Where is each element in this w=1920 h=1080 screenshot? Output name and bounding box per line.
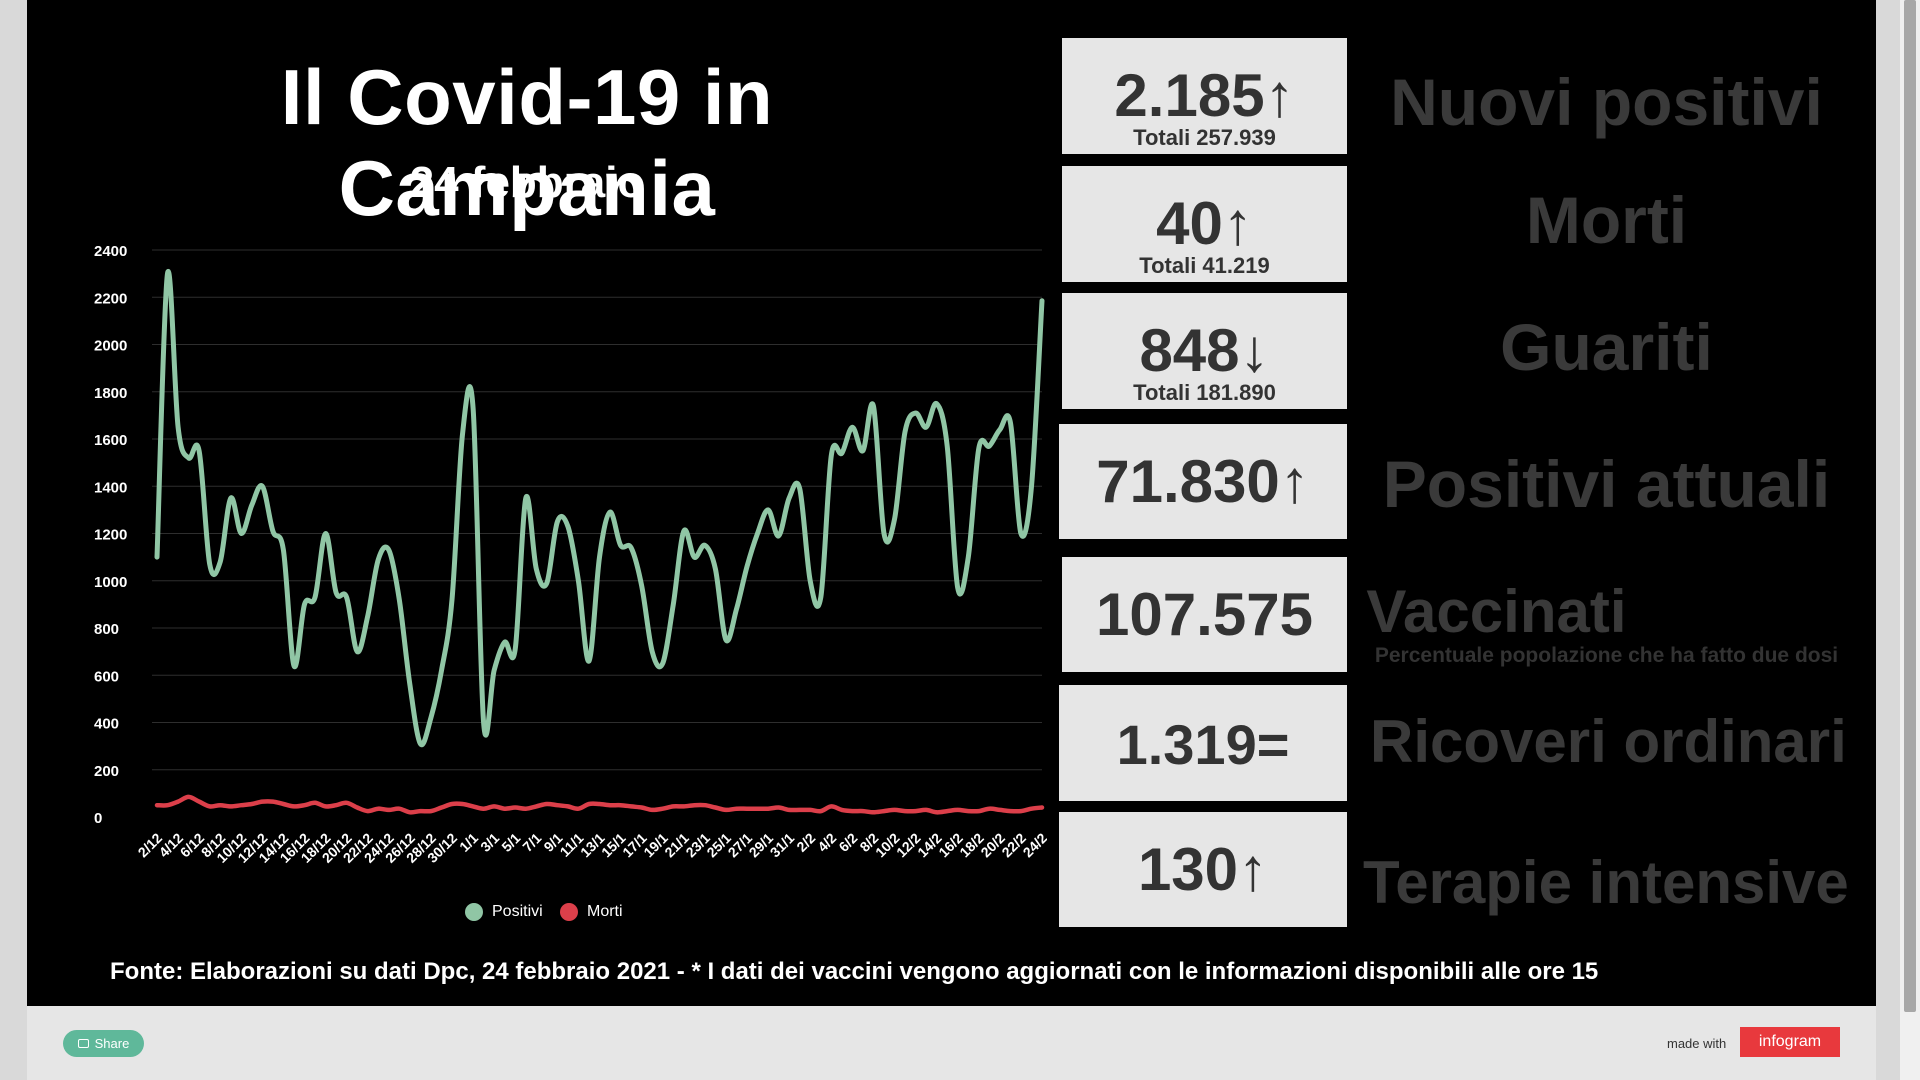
- stat-morti-label: Morti: [1525, 183, 1688, 257]
- y-tick-label: 1400: [94, 479, 127, 496]
- source-note: Fonte: Elaborazioni su dati Dpc, 24 febb…: [110, 958, 1599, 985]
- stat-vaccinati-value: 107.575: [1096, 581, 1313, 648]
- stat-guariti-value: 848↓: [1139, 317, 1270, 384]
- y-tick-label: 1600: [94, 432, 127, 449]
- stat-vaccinati-label: Vaccinati 1,88%* Percentuale popolazione…: [1353, 557, 1860, 672]
- stat-morti-total: Totali 41.219: [1139, 253, 1270, 278]
- line-chart: 0 200 400 600 800 1000 1200 1400 1600 1800 2000 220…: [94, 243, 1047, 866]
- stat-vaccinati-note: Percentuale popolazione che ha fatto due…: [1374, 644, 1839, 667]
- legend-label: Morti: [587, 903, 623, 920]
- series-line-positivi: [154, 268, 1045, 748]
- stat-nuovi-label: Nuovi positivi: [1390, 65, 1823, 139]
- stat-nuovi-total: Totali 257.939: [1133, 125, 1276, 150]
- y-tick-label: 0: [94, 810, 102, 827]
- stat-terapie-label: Terapie intensive: [1363, 849, 1849, 916]
- vertical-scrollbar[interactable]: [1900, 0, 1920, 1080]
- stat-ricoveri-box: 1.319=: [1059, 685, 1347, 801]
- stat-guariti-label: Guariti: [1500, 310, 1713, 384]
- stat-ricoveri-label: Ricoveri ordinari: [1370, 708, 1847, 775]
- y-tick-label: 1800: [94, 385, 127, 402]
- stat-attuali-label: Positivi attuali: [1382, 447, 1831, 521]
- stat-morti-value: 40↑: [1156, 190, 1253, 257]
- stat-guariti-box: 848↓ Totali 181.890: [1062, 293, 1347, 409]
- y-tick-label: 800: [94, 621, 119, 638]
- legend-dot-icon: [560, 903, 578, 921]
- stat-guariti-total: Totali 181.890: [1133, 380, 1276, 405]
- made-with-label: made with: [1667, 1036, 1727, 1051]
- stat-nuovi-box: 2.185↑ Totali 257.939: [1062, 38, 1347, 154]
- stat-terapie-value: 130↑: [1137, 836, 1269, 903]
- stat-vaccinati-box: 107.575: [1062, 557, 1347, 672]
- y-tick-label: 600: [94, 668, 119, 685]
- y-tick-label: 200: [94, 763, 119, 780]
- stat-terapie-box: 130↑: [1059, 812, 1347, 927]
- stat-vaccinati-percent: 1,88%*: [1653, 578, 1847, 645]
- share-icon: [77, 1039, 89, 1048]
- series-line-morti: [154, 794, 1045, 815]
- infogram-logo[interactable]: infogram: [1740, 1027, 1840, 1057]
- stat-ricoveri-value: 1.319=: [1116, 713, 1290, 776]
- stat-attuali-box: 71.830↑: [1059, 424, 1347, 539]
- y-tick-label: 1200: [94, 527, 127, 544]
- page-subtitle: 24 febbraio: [409, 158, 645, 207]
- x-tick-label: 24/2: [1020, 830, 1047, 861]
- stat-nuovi-value: 2.185↑: [1114, 62, 1295, 129]
- stat-morti-box: 40↑ Totali 41.219: [1062, 166, 1347, 282]
- y-tick-label: 2200: [94, 290, 127, 307]
- scrollbar-thumb[interactable]: [1904, 0, 1916, 1012]
- y-tick-label: 2000: [94, 338, 127, 355]
- x-tick-label: 31/1: [767, 830, 798, 861]
- infographic-board: Il Covid-19 in Campania 24 febbraio 0 200…: [27, 0, 1876, 1006]
- y-tick-label: 1000: [94, 574, 127, 591]
- y-tick-label: 2400: [94, 243, 127, 260]
- legend-item-morti[interactable]: Morti: [560, 903, 623, 921]
- legend-label: Positivi: [492, 903, 543, 920]
- share-button[interactable]: Share: [63, 1030, 144, 1057]
- stat-attuali-value: 71.830↑: [1096, 448, 1310, 515]
- page-title: Il Covid-19 in Campania: [280, 53, 774, 232]
- legend-item-positivi[interactable]: Positivi: [465, 903, 543, 921]
- y-tick-label: 400: [94, 716, 119, 733]
- legend-dot-icon: [465, 903, 483, 921]
